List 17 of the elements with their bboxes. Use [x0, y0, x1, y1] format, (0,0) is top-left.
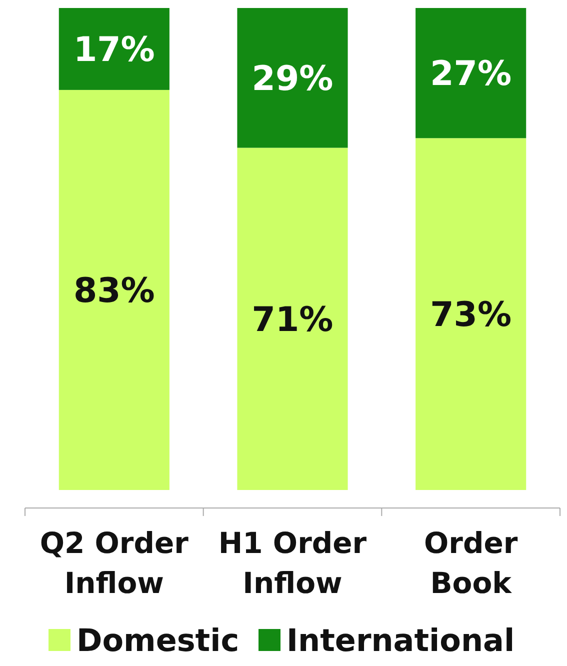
- x-tick-label: H1 Order Inflow: [218, 526, 368, 600]
- data-label: 73%: [430, 294, 512, 335]
- bar: [416, 138, 526, 490]
- bar: [416, 8, 526, 138]
- x-tick-label: Order Book: [424, 526, 518, 600]
- data-label: 71%: [252, 300, 334, 340]
- x-tick-label: Q2 Order Inflow: [40, 526, 190, 600]
- bar: [58, 90, 170, 490]
- data-label: 29%: [252, 58, 334, 99]
- legend-label: International: [286, 622, 515, 659]
- legend-label: Domestic: [76, 622, 240, 659]
- data-label: 83%: [73, 270, 155, 311]
- bar: [58, 8, 170, 90]
- bar: [237, 8, 348, 148]
- bar: [237, 148, 348, 490]
- data-label: 17%: [73, 30, 155, 70]
- data-label: 27%: [430, 54, 512, 94]
